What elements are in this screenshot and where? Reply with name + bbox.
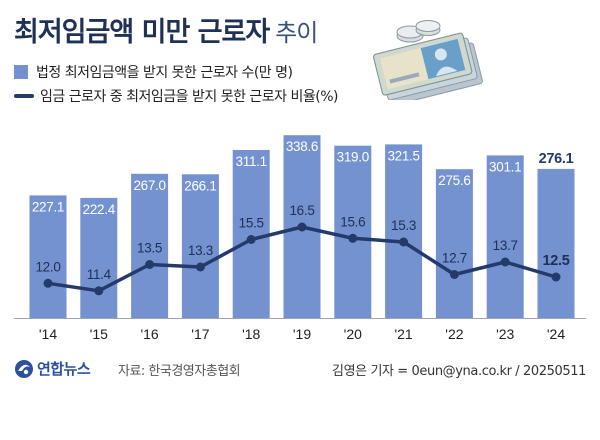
combo-chart: 227.1 222.4 267.0 266.1 311.1 338.6 319.0 321.5… bbox=[14, 135, 586, 342]
line-point bbox=[500, 257, 510, 267]
bar-series bbox=[29, 135, 575, 318]
bar-value-label: 301.1 bbox=[489, 159, 521, 174]
line-point bbox=[449, 270, 459, 279]
x-tick-label: '19 bbox=[293, 326, 311, 342]
chart-title-row: 최저임금액 미만 근로자 추이 bbox=[14, 10, 318, 50]
x-axis-ticks: '14 '15 '16 '17 '18 '19 '20 '21 '22 '23 '24 bbox=[39, 326, 565, 342]
line-point bbox=[195, 262, 205, 272]
yonhap-logo: 연합뉴스 bbox=[14, 358, 91, 379]
line-value-label: 15.3 bbox=[391, 218, 416, 233]
x-tick-label: '18 bbox=[242, 326, 260, 342]
x-tick-label: '14 bbox=[39, 326, 57, 342]
legend-bar-label: 법정 최저임금액을 받지 못한 근로자 수(만 명) bbox=[36, 65, 293, 81]
logo-text: 연합뉴스 bbox=[37, 360, 91, 378]
bar-value-label: 311.1 bbox=[236, 154, 267, 169]
bar bbox=[131, 173, 169, 318]
bar-value-label: 321.5 bbox=[387, 148, 419, 163]
bar-value-labels: 227.1 222.4 267.0 266.1 311.1 338.6 319.0 321.5… bbox=[32, 139, 574, 217]
legend-item-bar: 법정 최저임금액을 받지 못한 근로자 수(만 명) bbox=[14, 62, 293, 82]
line-point bbox=[297, 222, 307, 232]
bar-value-label: 275.6 bbox=[438, 173, 470, 188]
bar-value-label: 319.0 bbox=[337, 150, 369, 165]
line-point bbox=[43, 278, 53, 288]
bar bbox=[486, 155, 524, 318]
line-value-label: 15.5 bbox=[239, 216, 264, 231]
bar-value-label: 227.1 bbox=[32, 199, 64, 214]
legend-line-label: 임금 근로자 중 최저임금을 받지 못한 근로자 비율(%) bbox=[40, 89, 338, 105]
footer: 연합뉴스 자료: 한국경영자총협회 김영은 기자 = 0eun@yna.co.k… bbox=[14, 358, 586, 382]
line-value-label: 12.5 bbox=[542, 253, 569, 269]
bar-value-label: 338.6 bbox=[286, 139, 318, 154]
x-tick-label: '24 bbox=[547, 326, 565, 342]
line-point bbox=[551, 272, 561, 282]
bar bbox=[80, 197, 118, 318]
bar bbox=[435, 169, 473, 318]
line-point bbox=[246, 235, 256, 244]
bar bbox=[29, 195, 67, 318]
line-point bbox=[348, 233, 358, 243]
bar bbox=[537, 168, 575, 318]
x-tick-label: '22 bbox=[445, 326, 463, 342]
line-point bbox=[145, 260, 155, 269]
bar bbox=[181, 174, 219, 318]
line-value-labels: 12.0 11.4 13.5 13.3 15.5 16.5 15.6 15.3 12.7 13.7… bbox=[35, 203, 570, 282]
chart-title: 최저임금액 미만 근로자 bbox=[14, 17, 270, 48]
line-value-label: 12.0 bbox=[35, 259, 60, 274]
legend-bar-swatch bbox=[14, 65, 28, 79]
line-value-label: 11.4 bbox=[87, 267, 112, 282]
chart-subtitle: 추이 bbox=[275, 19, 318, 47]
bar-value-label: 267.0 bbox=[133, 178, 165, 193]
line-value-label: 13.3 bbox=[188, 243, 213, 258]
line-value-label: 13.5 bbox=[137, 241, 162, 256]
line-point bbox=[94, 286, 104, 296]
legend-item-line: 임금 근로자 중 최저임금을 받지 못한 근로자 비율(%) bbox=[14, 86, 338, 106]
bar bbox=[334, 145, 372, 318]
x-tick-label: '23 bbox=[496, 326, 514, 342]
x-tick-label: '20 bbox=[344, 326, 362, 342]
x-tick-label: '17 bbox=[191, 326, 209, 342]
bar-value-label: 222.4 bbox=[83, 202, 116, 217]
source-text: 자료: 한국경영자총협회 bbox=[118, 364, 241, 379]
bar-value-label: 266.1 bbox=[184, 178, 216, 193]
line-value-label: 12.7 bbox=[442, 251, 467, 266]
line-point bbox=[399, 237, 409, 247]
credit-text: 김영은 기자 = 0eun@yna.co.kr / 20250511 bbox=[332, 364, 586, 379]
legend-line-swatch bbox=[14, 94, 34, 98]
line-value-label: 13.7 bbox=[493, 238, 518, 253]
x-tick-label: '16 bbox=[140, 326, 158, 342]
bar bbox=[385, 144, 423, 318]
bar-value-label: 276.1 bbox=[539, 151, 574, 167]
line-value-label: 15.6 bbox=[340, 214, 365, 229]
line-points bbox=[43, 222, 561, 296]
x-tick-label: '21 bbox=[394, 326, 412, 342]
banknotes-and-coins-icon bbox=[373, 20, 483, 100]
x-tick-label: '15 bbox=[90, 326, 108, 342]
line-value-label: 16.5 bbox=[289, 203, 314, 218]
yonhap-logo-mark-icon bbox=[15, 359, 33, 378]
bar bbox=[232, 150, 270, 318]
